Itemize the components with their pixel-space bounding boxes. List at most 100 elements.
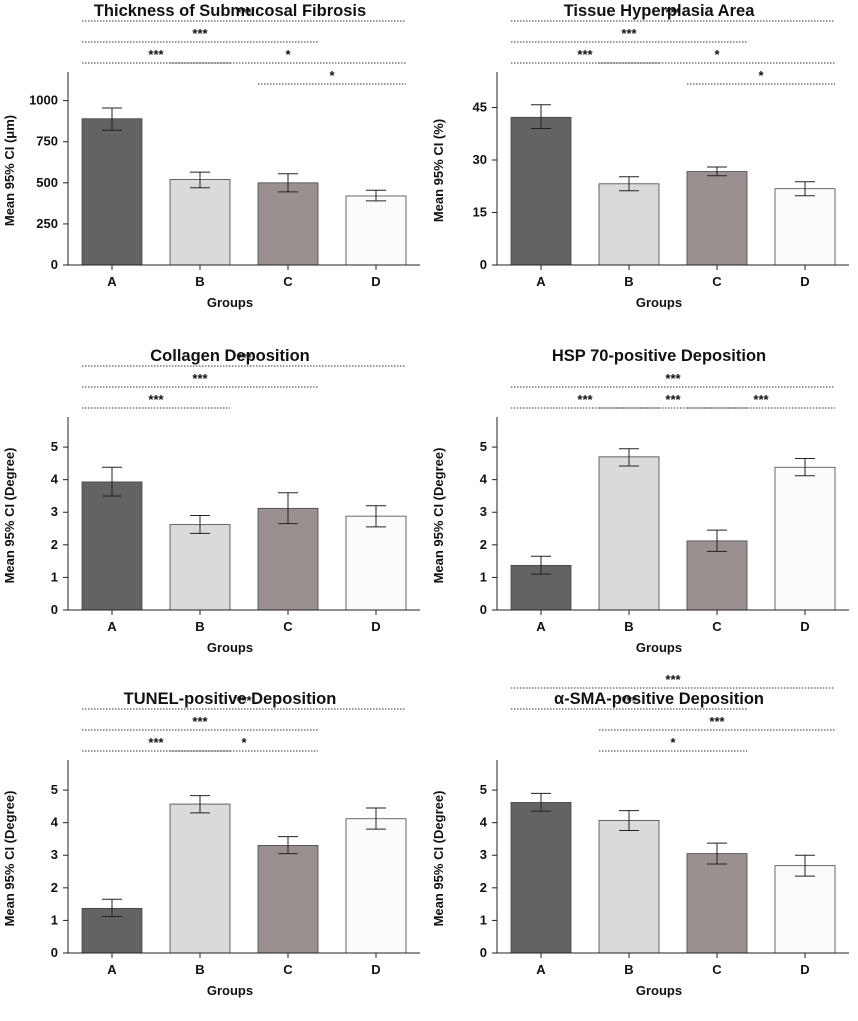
significance-label: *: [670, 735, 676, 750]
y-tick-label: 0: [51, 602, 58, 617]
y-tick-label: 1000: [29, 93, 58, 108]
figure: Thickness of Submucosal Fibrosis *** *** **…: [0, 0, 849, 998]
y-tick-label: 3: [51, 504, 58, 519]
bar-a: [81, 481, 143, 611]
y-axis-label: Mean 95% CI (Degree): [431, 448, 446, 584]
significance-label: ***: [577, 392, 593, 407]
y-tick-label: 2: [51, 537, 58, 552]
significance-label: ***: [665, 672, 681, 687]
significance-label: ***: [236, 5, 252, 20]
chart-asma: α-SMA-positive Deposition**********A B C D0…: [431, 672, 849, 998]
y-tick-label: 4: [480, 472, 488, 487]
bar-a: [510, 802, 572, 954]
y-tick-label: 750: [36, 134, 58, 149]
x-tick-label: A: [536, 962, 546, 977]
x-tick-label: C: [283, 962, 293, 977]
significance-label: ***: [192, 371, 208, 386]
x-axis-label: Groups: [636, 983, 682, 998]
x-tick-label: D: [800, 962, 809, 977]
y-tick-label: 0: [480, 945, 487, 960]
x-axis-label: Groups: [207, 640, 253, 655]
y-tick-label: 45: [473, 100, 487, 115]
y-axis-label: Mean 95% CI (%): [431, 119, 446, 222]
y-tick-label: 1: [51, 569, 58, 584]
significance-label: ***: [236, 693, 252, 708]
significance-label: ***: [665, 371, 681, 386]
y-tick-label: 4: [51, 815, 59, 830]
chart-panel-tunel: TUNEL-positive Deposition *** * *** *** A B C D 0…: [0, 688, 429, 1021]
chart-title: Thickness of Submucosal Fibrosis: [94, 2, 366, 20]
x-tick-label: D: [371, 962, 380, 977]
significance-label: *: [758, 68, 764, 83]
y-axis-label: Mean 95% CI (Degree): [2, 791, 17, 927]
bar-d: [774, 466, 836, 611]
y-tick-label: 3: [480, 847, 487, 862]
chart-title: α-SMA-positive Deposition: [554, 690, 764, 708]
x-tick-label: A: [536, 274, 546, 289]
x-tick-label: D: [800, 274, 809, 289]
y-tick-label: 30: [473, 152, 487, 167]
x-tick-label: D: [371, 619, 380, 634]
chart-title: Tissue Hyperplasia Area: [564, 2, 756, 20]
significance-label: ***: [236, 350, 252, 365]
y-tick-label: 3: [51, 847, 58, 862]
bar-d: [774, 865, 836, 954]
significance-label: *: [285, 47, 291, 62]
y-tick-label: 5: [51, 782, 58, 797]
x-tick-label: C: [283, 619, 293, 634]
significance-label: ***: [148, 47, 164, 62]
x-tick-label: B: [624, 619, 633, 634]
significance-label: ***: [148, 735, 164, 750]
y-tick-label: 2: [480, 537, 487, 552]
x-tick-label: C: [712, 619, 722, 634]
bar-c: [686, 853, 748, 954]
x-axis-label: Groups: [207, 983, 253, 998]
chart-hsp70: HSP 70-positive Deposition *** *** *** *** A B…: [431, 347, 849, 655]
bar-d: [774, 188, 836, 266]
bar-c: [257, 507, 319, 611]
x-tick-label: C: [712, 962, 722, 977]
x-tick-label: B: [624, 962, 633, 977]
x-tick-label: D: [800, 619, 809, 634]
x-tick-label: A: [107, 619, 117, 634]
significance-label: ***: [753, 392, 769, 407]
x-tick-label: B: [195, 619, 204, 634]
bar-c: [686, 171, 748, 266]
significance-label: ***: [709, 714, 725, 729]
x-tick-label: C: [712, 274, 722, 289]
y-tick-label: 0: [480, 602, 487, 617]
significance-label: ***: [621, 26, 637, 41]
y-tick-label: 500: [36, 175, 58, 190]
chart-tunel: TUNEL-positive Deposition*** *******A B C D0…: [2, 690, 420, 998]
y-tick-label: 0: [51, 945, 58, 960]
x-tick-label: A: [107, 274, 117, 289]
y-tick-label: 2: [51, 880, 58, 895]
significance-label: ***: [665, 392, 681, 407]
bar-b: [169, 524, 231, 611]
x-tick-label: D: [371, 274, 380, 289]
chart-fibrosis: Thickness of Submucosal Fibrosis********…: [2, 2, 420, 310]
chart-title: Collagen Deposition: [150, 347, 310, 365]
x-axis-label: Groups: [636, 640, 682, 655]
bar-c: [686, 540, 748, 611]
y-tick-label: 0: [51, 257, 58, 272]
chart-hyperplasia: Tissue Hyperplasia Area***********A B C D01…: [431, 2, 849, 310]
y-tick-label: 5: [51, 439, 58, 454]
bar-d: [345, 515, 407, 611]
y-axis-label: Mean 95% CI (μm): [2, 115, 17, 226]
significance-label: ***: [665, 5, 681, 20]
x-axis-label: Groups: [636, 295, 682, 310]
bar-a: [81, 118, 143, 266]
bar-b: [169, 179, 231, 266]
x-axis-label: Groups: [207, 295, 253, 310]
x-tick-label: B: [195, 962, 204, 977]
significance-label: *: [329, 68, 335, 83]
significance-label: ***: [192, 26, 208, 41]
y-tick-label: 15: [473, 205, 487, 220]
bar-d: [345, 818, 407, 954]
y-tick-label: 4: [480, 815, 488, 830]
bar-a: [510, 116, 572, 266]
significance-label: *: [241, 735, 247, 750]
significance-label: ***: [192, 714, 208, 729]
chart-panel-fibrosis: Thickness of Submucosal Fibrosis *** *** **…: [0, 0, 429, 333]
